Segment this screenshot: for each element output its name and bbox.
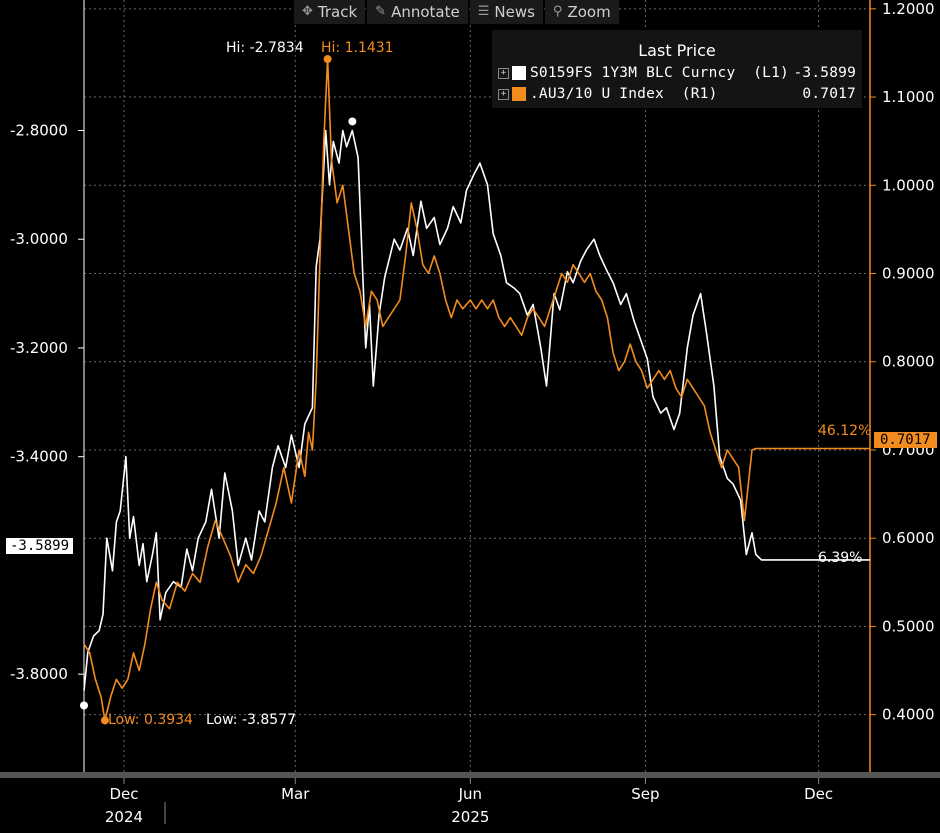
orange-extreme-marker [323,55,332,64]
legend-value-orange: 0.7017 [802,86,856,102]
low-label-white: Low: -3.8577 [206,712,297,728]
crosshair-icon: ✥ [302,4,313,19]
track-button[interactable]: ✥ Track [294,0,366,24]
left-tick-label: -3.4000 [10,448,68,466]
legend-value-white: -3.5899 [793,65,856,81]
right-tick-label: 0.8000 [882,353,935,371]
x-tick-label: Dec [804,785,833,803]
news-label: News [494,3,535,21]
left-tick-label: -3.2000 [10,339,68,357]
legend-swatch-orange [512,87,526,101]
right-tick-label: 0.5000 [882,617,935,635]
low-label-orange: Low: 0.3934 [108,712,193,728]
pencil-icon: ✎ [375,4,387,19]
last-price-tag-white: -3.5899 [6,538,74,554]
zoom-icon: ⚲ [552,4,563,19]
left-tick-label: -2.8000 [10,121,68,139]
zoom-label: Zoom [567,3,611,21]
x-year-label: 2025 [451,808,489,826]
legend-title: Last Price [638,41,716,60]
news-button[interactable]: ☰ News [469,0,543,24]
annotate-label: Annotate [391,3,460,21]
right-tick-label: 0.6000 [882,529,935,547]
expand-icon[interactable]: + [498,67,509,79]
right-tick-label: 1.0000 [882,176,935,194]
left-tick-label: -3.8000 [10,665,68,683]
orange-extreme-marker [100,716,109,725]
white-extreme-marker [348,117,357,126]
right-tick-label: 0.4000 [882,706,935,724]
annotate-button[interactable]: ✎ Annotate [367,0,468,24]
chart-toolbar: ✥ Track ✎ Annotate ☰ News ⚲ Zoom [294,0,619,24]
right-tick-label: 0.9000 [882,265,935,283]
x-tick-label: Jun [458,785,482,803]
x-year-label: 2024 [105,808,143,826]
pct-label-orange: 46.12% [818,423,872,439]
left-tick-label: -3.0000 [10,230,68,248]
pct-label-white: 6.39% [818,550,863,566]
series-line-white [83,129,870,691]
expand-icon[interactable]: + [498,88,509,100]
news-icon: ☰ [477,4,490,19]
track-label: Track [317,3,358,21]
right-tick-label: 1.1000 [882,88,935,106]
legend-row-orange[interactable]: + .AU3/10 U Index (R1) 0.7017 [498,84,856,104]
right-tick-label: 1.2000 [882,0,935,18]
legend-name-white: S0159FS 1Y3M BLC Curncy (L1) [530,65,789,81]
last-price-tag-orange: 0.7017 [874,432,937,448]
series-line-orange [83,58,870,722]
white-extreme-marker [80,701,88,710]
scroll-strip [0,772,940,778]
legend-name-orange: .AU3/10 U Index (R1) [530,86,718,102]
x-tick-label: Sep [631,785,659,803]
x-tick-label: Dec [109,785,138,803]
hi-label-orange: Hi: 1.1431 [321,40,394,56]
legend-panel: Last Price + S0159FS 1Y3M BLC Curncy (L1… [492,30,862,108]
x-tick-label: Mar [281,785,310,803]
hi-label-white: Hi: -2.7834 [226,40,304,56]
legend-row-white[interactable]: + S0159FS 1Y3M BLC Curncy (L1) -3.5899 [498,63,856,83]
zoom-button[interactable]: ⚲ Zoom [544,0,619,24]
legend-swatch-white [512,66,526,80]
